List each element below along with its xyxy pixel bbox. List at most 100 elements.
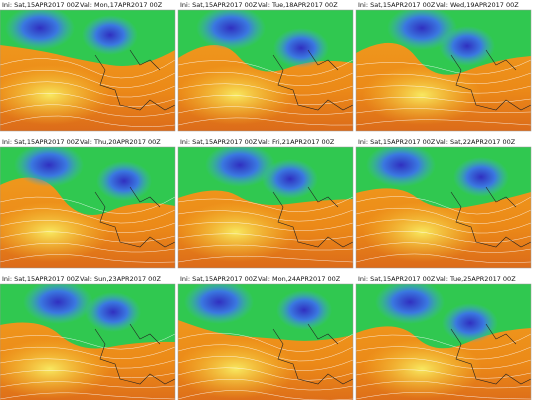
valid-time: Val: Sun,23APR2017 00Z	[80, 275, 161, 283]
valid-time: Val: Fri,21APR2017 00Z	[258, 138, 335, 146]
low-pressure	[262, 159, 318, 199]
low-pressure	[184, 284, 254, 324]
coastline	[94, 323, 175, 385]
isobar	[356, 119, 531, 126]
isobar	[0, 242, 175, 253]
isobar	[356, 392, 531, 400]
isobar	[178, 59, 353, 77]
isobar	[178, 209, 353, 222]
map	[178, 10, 353, 131]
isobar	[178, 83, 353, 96]
isobar	[356, 97, 531, 103]
map-panel: Ini: Sat,15APR2017 00Z Val: Mon,24APR2017…	[177, 275, 354, 400]
map-panel: Ini: Sat,15APR2017 00Z Val: Sun,23APR2017…	[0, 275, 176, 400]
valid-time: Val: Tue,25APR2017 00Z	[436, 275, 516, 283]
low-pressure	[196, 10, 266, 50]
coastline	[272, 49, 353, 111]
isobar	[356, 358, 531, 369]
low-pressure	[375, 284, 445, 324]
isobar	[0, 81, 175, 98]
map-panel: Ini: Sat,15APR2017 00Z Val: Sat,22APR2017…	[355, 138, 532, 269]
isobar	[0, 196, 175, 214]
low-pressure	[5, 10, 75, 50]
isobar	[0, 381, 175, 388]
isobar	[0, 358, 175, 369]
isobar	[178, 71, 353, 86]
isobar	[178, 378, 353, 391]
isobar	[178, 196, 353, 212]
panel-border	[177, 9, 354, 132]
warm-area	[178, 202, 296, 262]
map-panel: Ini: Sat,15APR2017 00Z Val: Fri,21APR2017…	[177, 138, 354, 269]
warm-area	[362, 339, 482, 399]
isobar	[356, 333, 531, 350]
isobar	[178, 244, 353, 251]
isobar	[0, 115, 175, 127]
low-pressure	[366, 147, 436, 187]
isobar	[0, 392, 175, 400]
panel-border	[0, 146, 176, 269]
valid-time: Val: Thu,20APR2017 00Z	[80, 138, 161, 146]
low-pressure	[82, 15, 138, 55]
panel-border	[177, 283, 354, 400]
map-panel: Ini: Sat,15APR2017 00Z Val: Thu,20APR2017…	[0, 138, 176, 269]
panel-border	[355, 283, 532, 400]
warm-area	[178, 339, 296, 399]
map	[356, 147, 531, 268]
isobar	[0, 254, 175, 263]
low-pressure	[273, 28, 329, 68]
panel-border	[0, 9, 176, 132]
coastline	[450, 186, 531, 248]
map-panel: Ini: Sat,15APR2017 00Z Val: Wed,19APR2017…	[355, 1, 532, 132]
valid-time: Val: Mon,17APR2017 00Z	[80, 1, 163, 9]
low-pressure	[442, 303, 498, 343]
isobar	[356, 231, 531, 243]
isobar	[178, 332, 353, 352]
isobar	[356, 380, 531, 389]
warm-area	[0, 65, 110, 125]
isobar	[178, 106, 353, 115]
isobar	[178, 95, 353, 105]
isobar	[356, 346, 531, 360]
init-time: Ini: Sat,15APR2017 00Z	[358, 275, 436, 283]
panel-border	[177, 146, 354, 269]
valid-time: Val: Wed,19APR2017 00Z	[436, 1, 519, 9]
init-time: Ini: Sat,15APR2017 00Z	[2, 275, 80, 283]
isobar	[356, 72, 531, 84]
isobar	[0, 220, 175, 233]
isobar	[356, 253, 531, 264]
panel-border	[0, 283, 176, 400]
map	[356, 284, 531, 400]
map	[178, 284, 353, 400]
isobar	[178, 390, 353, 400]
panel-border	[355, 9, 532, 132]
coastline	[450, 323, 531, 385]
isobar	[356, 108, 531, 114]
map	[0, 284, 175, 400]
coastline	[94, 49, 175, 111]
coastline	[272, 186, 353, 248]
map	[0, 10, 175, 131]
isobar	[356, 369, 531, 379]
low-pressure	[387, 10, 457, 50]
map-panel: Ini: Sat,15APR2017 00Z Val: Tue,18APR2017…	[177, 1, 354, 132]
isobar	[0, 346, 175, 359]
isobar	[0, 231, 175, 243]
isobar	[178, 233, 353, 241]
isobar	[0, 104, 175, 117]
valid-time: Val: Mon,24APR2017 00Z	[258, 275, 341, 283]
panel-border	[355, 146, 532, 269]
init-time: Ini: Sat,15APR2017 00Z	[358, 1, 436, 9]
isobar	[0, 93, 175, 107]
map-panel: Ini: Sat,15APR2017 00Z Val: Mon,17APR2017…	[0, 1, 176, 132]
map	[178, 147, 353, 268]
isobar	[178, 222, 353, 231]
warm-area	[0, 339, 110, 399]
warm-area	[362, 65, 482, 125]
map	[356, 10, 531, 131]
init-time: Ini: Sat,15APR2017 00Z	[180, 138, 258, 146]
low-pressure	[85, 292, 141, 332]
coastline	[272, 323, 353, 385]
